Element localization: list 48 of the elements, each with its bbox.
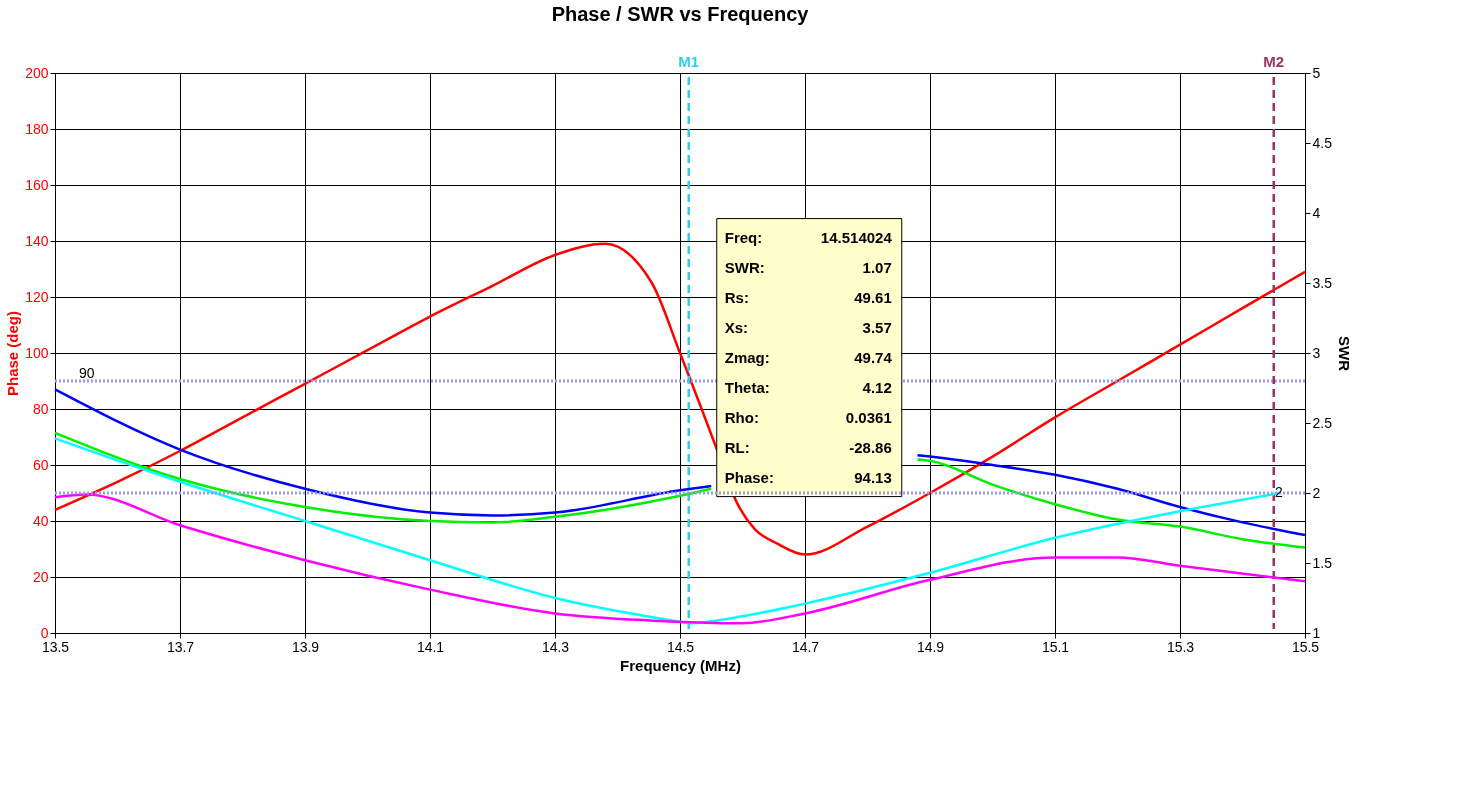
text: Rs: 49.61: [724, 288, 892, 306]
y2-tick-label: 5: [1312, 64, 1321, 81]
y2-tick-label: 1: [1312, 624, 1321, 641]
x-tick-label: 13.5: [41, 638, 70, 655]
y2-tick-label: 1.5: [1312, 554, 1333, 571]
ref-line-label: M1: [678, 53, 700, 70]
text: Theta: 4.12: [724, 378, 892, 396]
y2-tick-label: 4.5: [1312, 134, 1333, 151]
y2-tick-label: 2.5: [1312, 414, 1333, 431]
text: Rho: 0.0361: [724, 408, 892, 426]
x-tick-label: 15.3: [1166, 638, 1195, 655]
x-tick-label: 14.7: [791, 638, 820, 655]
text: RL: -28.86: [724, 438, 892, 456]
text: Xs: 3.57: [724, 318, 892, 336]
x-axis-title: Frequency (MHz): [620, 656, 741, 674]
y2-tick-label: 2: [1312, 484, 1321, 501]
ref-line-label: M2: [1263, 53, 1285, 70]
y2-tick-label: 4: [1312, 204, 1321, 221]
y-tick-label: 200: [25, 64, 49, 81]
y2-axis-title: SWR: [1335, 336, 1353, 372]
y-tick-label: 180: [25, 120, 49, 137]
ref-line-label: 2: [1275, 484, 1283, 500]
x-tick-label: 14.5: [666, 638, 695, 655]
y-tick-label: 0: [40, 624, 49, 641]
y2-tick-label: 3: [1312, 344, 1321, 361]
y-tick-label: 140: [25, 232, 49, 249]
y-tick-label: 60: [32, 456, 49, 473]
ref-line-label: 90: [79, 365, 95, 381]
x-tick-label: 13.7: [166, 638, 195, 655]
y-tick-label: 40: [32, 512, 49, 529]
y-tick-label: 100: [25, 344, 49, 361]
x-tick-label: 13.9: [291, 638, 320, 655]
y-tick-label: 160: [25, 176, 49, 193]
chart-title: Phase / SWR vs Frequency: [551, 3, 810, 25]
x-tick-label: 14.1: [416, 638, 445, 655]
y-tick-label: 120: [25, 288, 49, 305]
y2-tick-label: 3.5: [1312, 274, 1333, 291]
text: Zmag: 49.74: [724, 348, 892, 366]
text: Freq: 14.514024: [724, 228, 892, 246]
text: SWR: 1.07: [724, 258, 892, 276]
y-tick-label: 20: [32, 568, 49, 585]
y-axis-title: Phase (deg): [4, 310, 22, 397]
x-tick-label: 14.3: [541, 638, 570, 655]
text: Phase: 94.13: [724, 468, 892, 486]
y-tick-label: 80: [32, 400, 49, 417]
x-tick-label: 15.5: [1291, 638, 1320, 655]
x-tick-label: 14.9: [916, 638, 945, 655]
x-tick-label: 15.1: [1041, 638, 1070, 655]
